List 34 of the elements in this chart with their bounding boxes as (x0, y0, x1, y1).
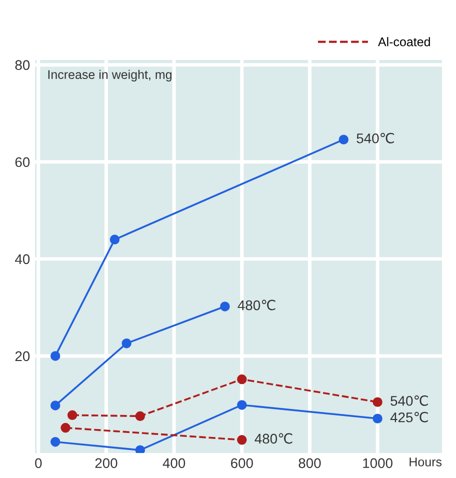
y-tick-label: 60 (15, 157, 30, 168)
point (50, 351, 60, 361)
point (237, 374, 247, 384)
y-axis-title: Increase in weight, mg (48, 70, 172, 82)
point (338, 134, 349, 144)
x-tick-label: 800 (298, 458, 321, 468)
legend-label: Al-coated (378, 37, 430, 46)
point (50, 436, 60, 447)
point (135, 445, 146, 453)
point (67, 410, 78, 420)
annotation: 480℃ (238, 300, 276, 310)
point (50, 400, 60, 410)
x-tick-label: 600 (231, 458, 253, 468)
x-tick-label: 0 (35, 458, 42, 468)
x-axis-title: Hours (410, 458, 442, 466)
annotation: 540℃ (356, 132, 394, 144)
point (237, 435, 247, 445)
point (220, 302, 230, 312)
x-tick-label: 1000 (363, 458, 392, 468)
point (237, 400, 247, 410)
point (110, 234, 120, 244)
point (372, 414, 382, 424)
y-tick-label: 80 (15, 60, 30, 70)
x-tick-label: 400 (162, 458, 186, 468)
point (122, 338, 132, 348)
y-tick-label: 20 (15, 351, 30, 362)
annotation: 480℃ (254, 433, 292, 444)
annotation: 425℃ (390, 412, 428, 422)
annotation: 540℃ (390, 395, 428, 406)
point (60, 422, 70, 433)
y-tick-label: 40 (15, 254, 30, 264)
point (372, 397, 382, 407)
x-tick-label: 200 (95, 458, 118, 468)
point (135, 411, 146, 421)
